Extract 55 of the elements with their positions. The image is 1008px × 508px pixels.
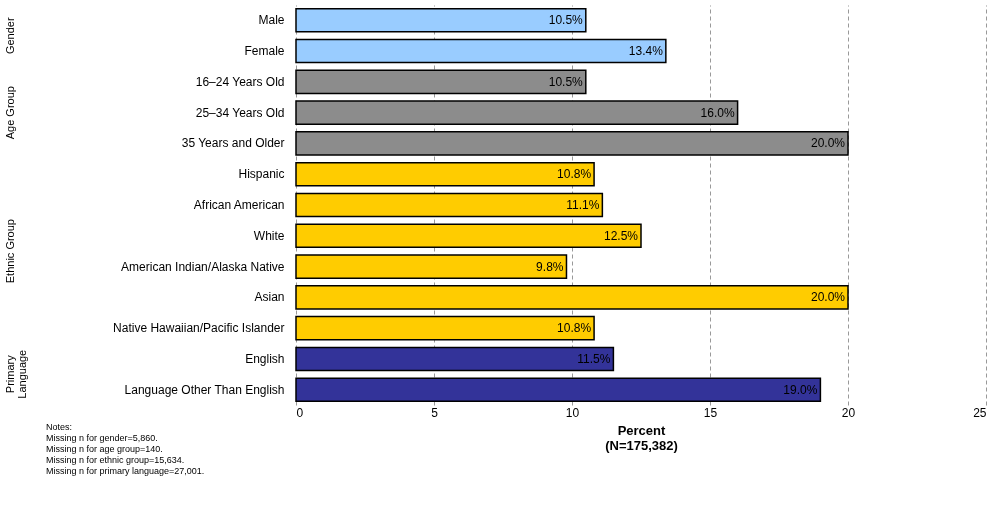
y-tick-label: Hispanic <box>238 167 285 182</box>
x-tick-label: 25 <box>973 405 987 420</box>
text: Notes: <box>46 422 73 432</box>
x-tick-label: 5 <box>431 405 439 420</box>
data-label: 20.0% <box>810 290 846 305</box>
data-label: 20.0% <box>810 136 846 151</box>
bar <box>295 100 739 125</box>
text: Missing n for primary language=27,001. <box>46 466 205 476</box>
bar <box>295 7 587 33</box>
x-tick-label: 10 <box>565 405 580 420</box>
text: Ethnic Group <box>4 219 16 284</box>
y-tick-label: Asian <box>254 290 285 305</box>
bar <box>295 161 595 187</box>
bar <box>295 285 849 310</box>
y-tick-label: Native Hawaiian/Pacific Islander <box>113 321 285 336</box>
bar <box>295 131 849 156</box>
x-tick-label: 15 <box>703 405 718 420</box>
data-label: 10.8% <box>557 321 592 336</box>
data-label: 12.5% <box>603 228 639 243</box>
data-label: 19.0% <box>783 382 818 397</box>
y-tick-label: Language Other Than English <box>124 382 285 397</box>
bar <box>295 346 615 372</box>
text: Age Group <box>4 86 16 140</box>
bar <box>295 223 642 249</box>
y-tick-label: American Indian/Alaska Native <box>121 259 285 274</box>
bar <box>295 254 568 279</box>
data-label: 16.0% <box>700 105 735 120</box>
text: Gender <box>4 17 16 55</box>
data-label: 11.5% <box>577 351 611 366</box>
y-tick-label: Female <box>244 44 285 59</box>
data-label: 13.4% <box>628 44 664 59</box>
text: Primary Language <box>4 349 28 399</box>
x-tick-label: 20 <box>841 405 856 420</box>
y-tick-label: 16–24 Years Old <box>195 74 285 89</box>
bar <box>295 38 667 64</box>
data-label: 10.5% <box>548 13 584 28</box>
y-tick-label: White <box>253 228 285 243</box>
x-axis-title: Percent (N=175,382) <box>605 422 678 453</box>
data-label: 10.8% <box>557 167 592 182</box>
text: Missing n for ethnic group=15,634. <box>46 455 185 465</box>
y-tick-label: 25–34 Years Old <box>195 105 285 120</box>
data-label: 9.8% <box>536 259 564 274</box>
bar <box>295 377 822 403</box>
y-tick-label: 35 Years and Older <box>181 136 285 151</box>
bar <box>295 192 604 218</box>
text: Missing n for gender=5,860. <box>46 433 158 443</box>
bar <box>295 315 595 341</box>
y-tick-label: African American <box>193 198 285 212</box>
data-label: 10.5% <box>548 74 584 89</box>
y-tick-label: Male <box>258 13 285 28</box>
bar <box>295 69 587 95</box>
y-tick-label: English <box>245 351 285 366</box>
x-tick-label: 0 <box>296 405 304 420</box>
data-label: 11.1% <box>566 198 600 212</box>
text: Missing n for age group=140. <box>46 444 163 454</box>
